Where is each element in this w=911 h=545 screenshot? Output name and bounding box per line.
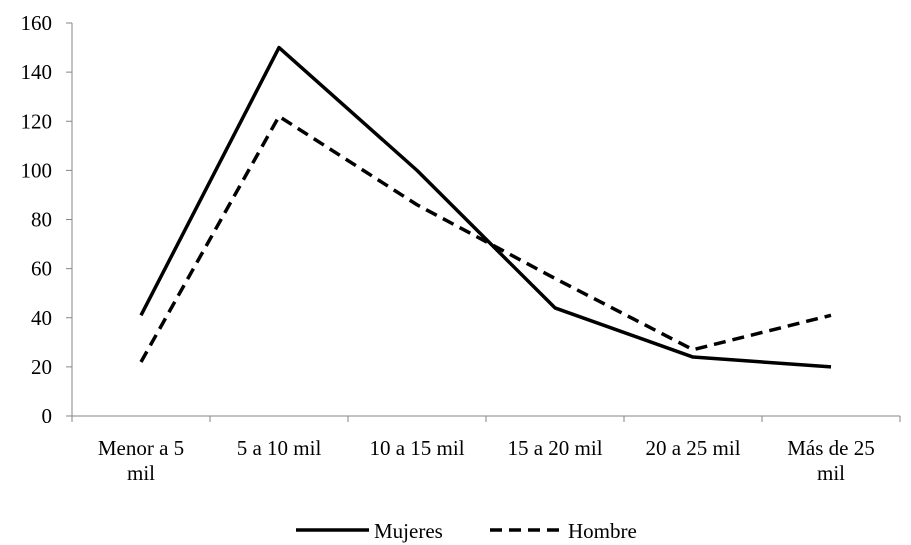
legend-label-hombre: Hombre xyxy=(568,519,637,543)
x-tick-label: Menor a 5 mil xyxy=(98,436,184,485)
y-tick-label: 40 xyxy=(31,306,52,330)
series-line-hombre xyxy=(139,114,832,363)
y-axis-ticks: 0 20 40 60 80 100 120 140 160 xyxy=(21,11,72,428)
y-tick-label: 100 xyxy=(21,158,53,182)
y-tick-label: 60 xyxy=(31,257,52,281)
x-axis-ticks: Menor a 5 mil 5 a 10 mil 10 a 15 mil 15 a 20… xyxy=(71,416,901,485)
x-tick-label: 20 a 25 mil xyxy=(645,436,740,460)
series-line-mujeres xyxy=(139,45,832,369)
chart-axes xyxy=(71,23,900,417)
y-tick-label: 80 xyxy=(31,208,52,232)
y-tick-label: 0 xyxy=(42,404,53,428)
legend-label-mujeres: Mujeres xyxy=(374,519,443,543)
y-tick-label: 160 xyxy=(21,11,53,35)
x-tick-label: Más de 25 mil xyxy=(787,436,875,485)
legend: Mujeres Hombre xyxy=(296,519,637,543)
x-tick-label: 15 a 20 mil xyxy=(507,436,602,460)
y-tick-label: 20 xyxy=(31,355,52,379)
y-tick-label: 140 xyxy=(21,60,53,84)
y-tick-label: 120 xyxy=(21,109,53,133)
x-tick-label: 5 a 10 mil xyxy=(237,436,322,460)
x-tick-label: 10 a 15 mil xyxy=(369,436,464,460)
series-lines xyxy=(139,45,832,369)
